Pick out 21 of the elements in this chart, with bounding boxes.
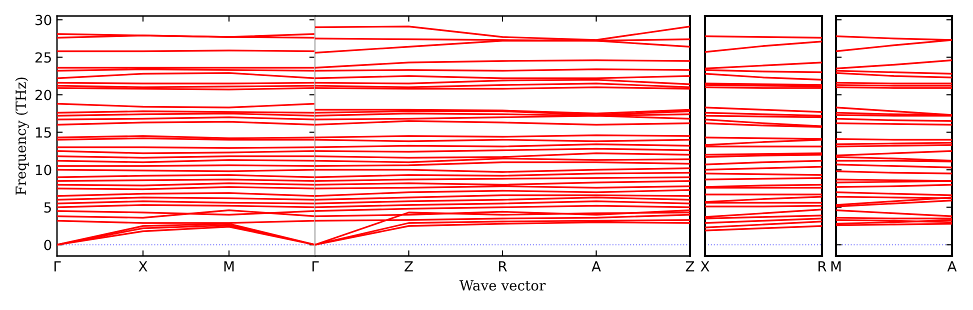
- x-tick-label: X: [700, 261, 710, 272]
- x-tick-label: A: [947, 261, 957, 272]
- y-tick-label: 15: [36, 127, 51, 138]
- x-tick-label: R: [499, 261, 507, 272]
- y-tick-label: 30: [36, 14, 52, 26]
- y-tick-label: 20: [35, 90, 52, 100]
- y-tick-label: 5: [44, 202, 51, 213]
- y-tick-label: 0: [44, 240, 52, 250]
- x-tick-label: Z: [686, 261, 694, 272]
- x-tick-label: M: [831, 261, 841, 272]
- y-tick-label: 10: [36, 164, 52, 176]
- x-axis-title: Wave vector: [459, 280, 546, 291]
- x-tick-label: M: [224, 261, 234, 272]
- x-tick-label: A: [592, 261, 601, 272]
- x-tick-label: X: [138, 261, 148, 272]
- y-tick-label: 25: [35, 52, 51, 63]
- x-tick-label: Γ: [54, 261, 61, 272]
- x-tick-label: R: [818, 261, 826, 272]
- x-tick-label: Z: [404, 261, 413, 272]
- x-tick-label: Γ: [312, 261, 319, 272]
- y-axis-title: Frequency (THz): [15, 78, 29, 195]
